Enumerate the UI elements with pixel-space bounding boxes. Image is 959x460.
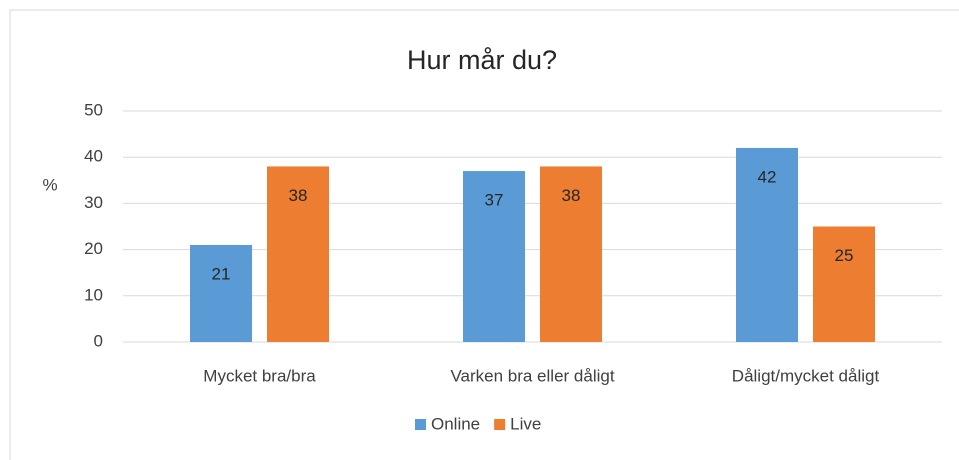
bar <box>190 244 252 342</box>
y-tick-label: 40 <box>84 147 103 166</box>
legend-label: Live <box>510 414 541 433</box>
bar <box>736 147 798 342</box>
bar <box>267 166 329 342</box>
y-tick-label: 20 <box>84 239 103 258</box>
chart-title: Hur mår du? <box>407 45 557 75</box>
y-tick-label: 0 <box>94 331 103 350</box>
data-label: 42 <box>758 167 777 186</box>
x-tick-label: Dåligt/mycket dåligt <box>732 366 880 385</box>
bar <box>463 171 525 342</box>
x-tick-label: Mycket bra/bra <box>203 366 316 385</box>
y-tick-label: 10 <box>84 285 103 304</box>
bar <box>540 166 602 342</box>
data-label: 21 <box>212 264 231 283</box>
bar <box>813 226 875 342</box>
legend-swatch <box>494 419 506 430</box>
y-axis-label: % <box>42 175 57 194</box>
legend-label: Online <box>431 414 480 433</box>
data-label: 38 <box>562 186 581 205</box>
data-label: 25 <box>835 246 854 265</box>
y-tick-label: 30 <box>84 193 103 212</box>
data-label: 38 <box>289 186 308 205</box>
y-tick-label: 50 <box>84 100 103 119</box>
x-tick-label: Varken bra eller dåligt <box>450 366 614 385</box>
data-label: 37 <box>485 191 504 210</box>
legend-swatch <box>415 419 426 430</box>
